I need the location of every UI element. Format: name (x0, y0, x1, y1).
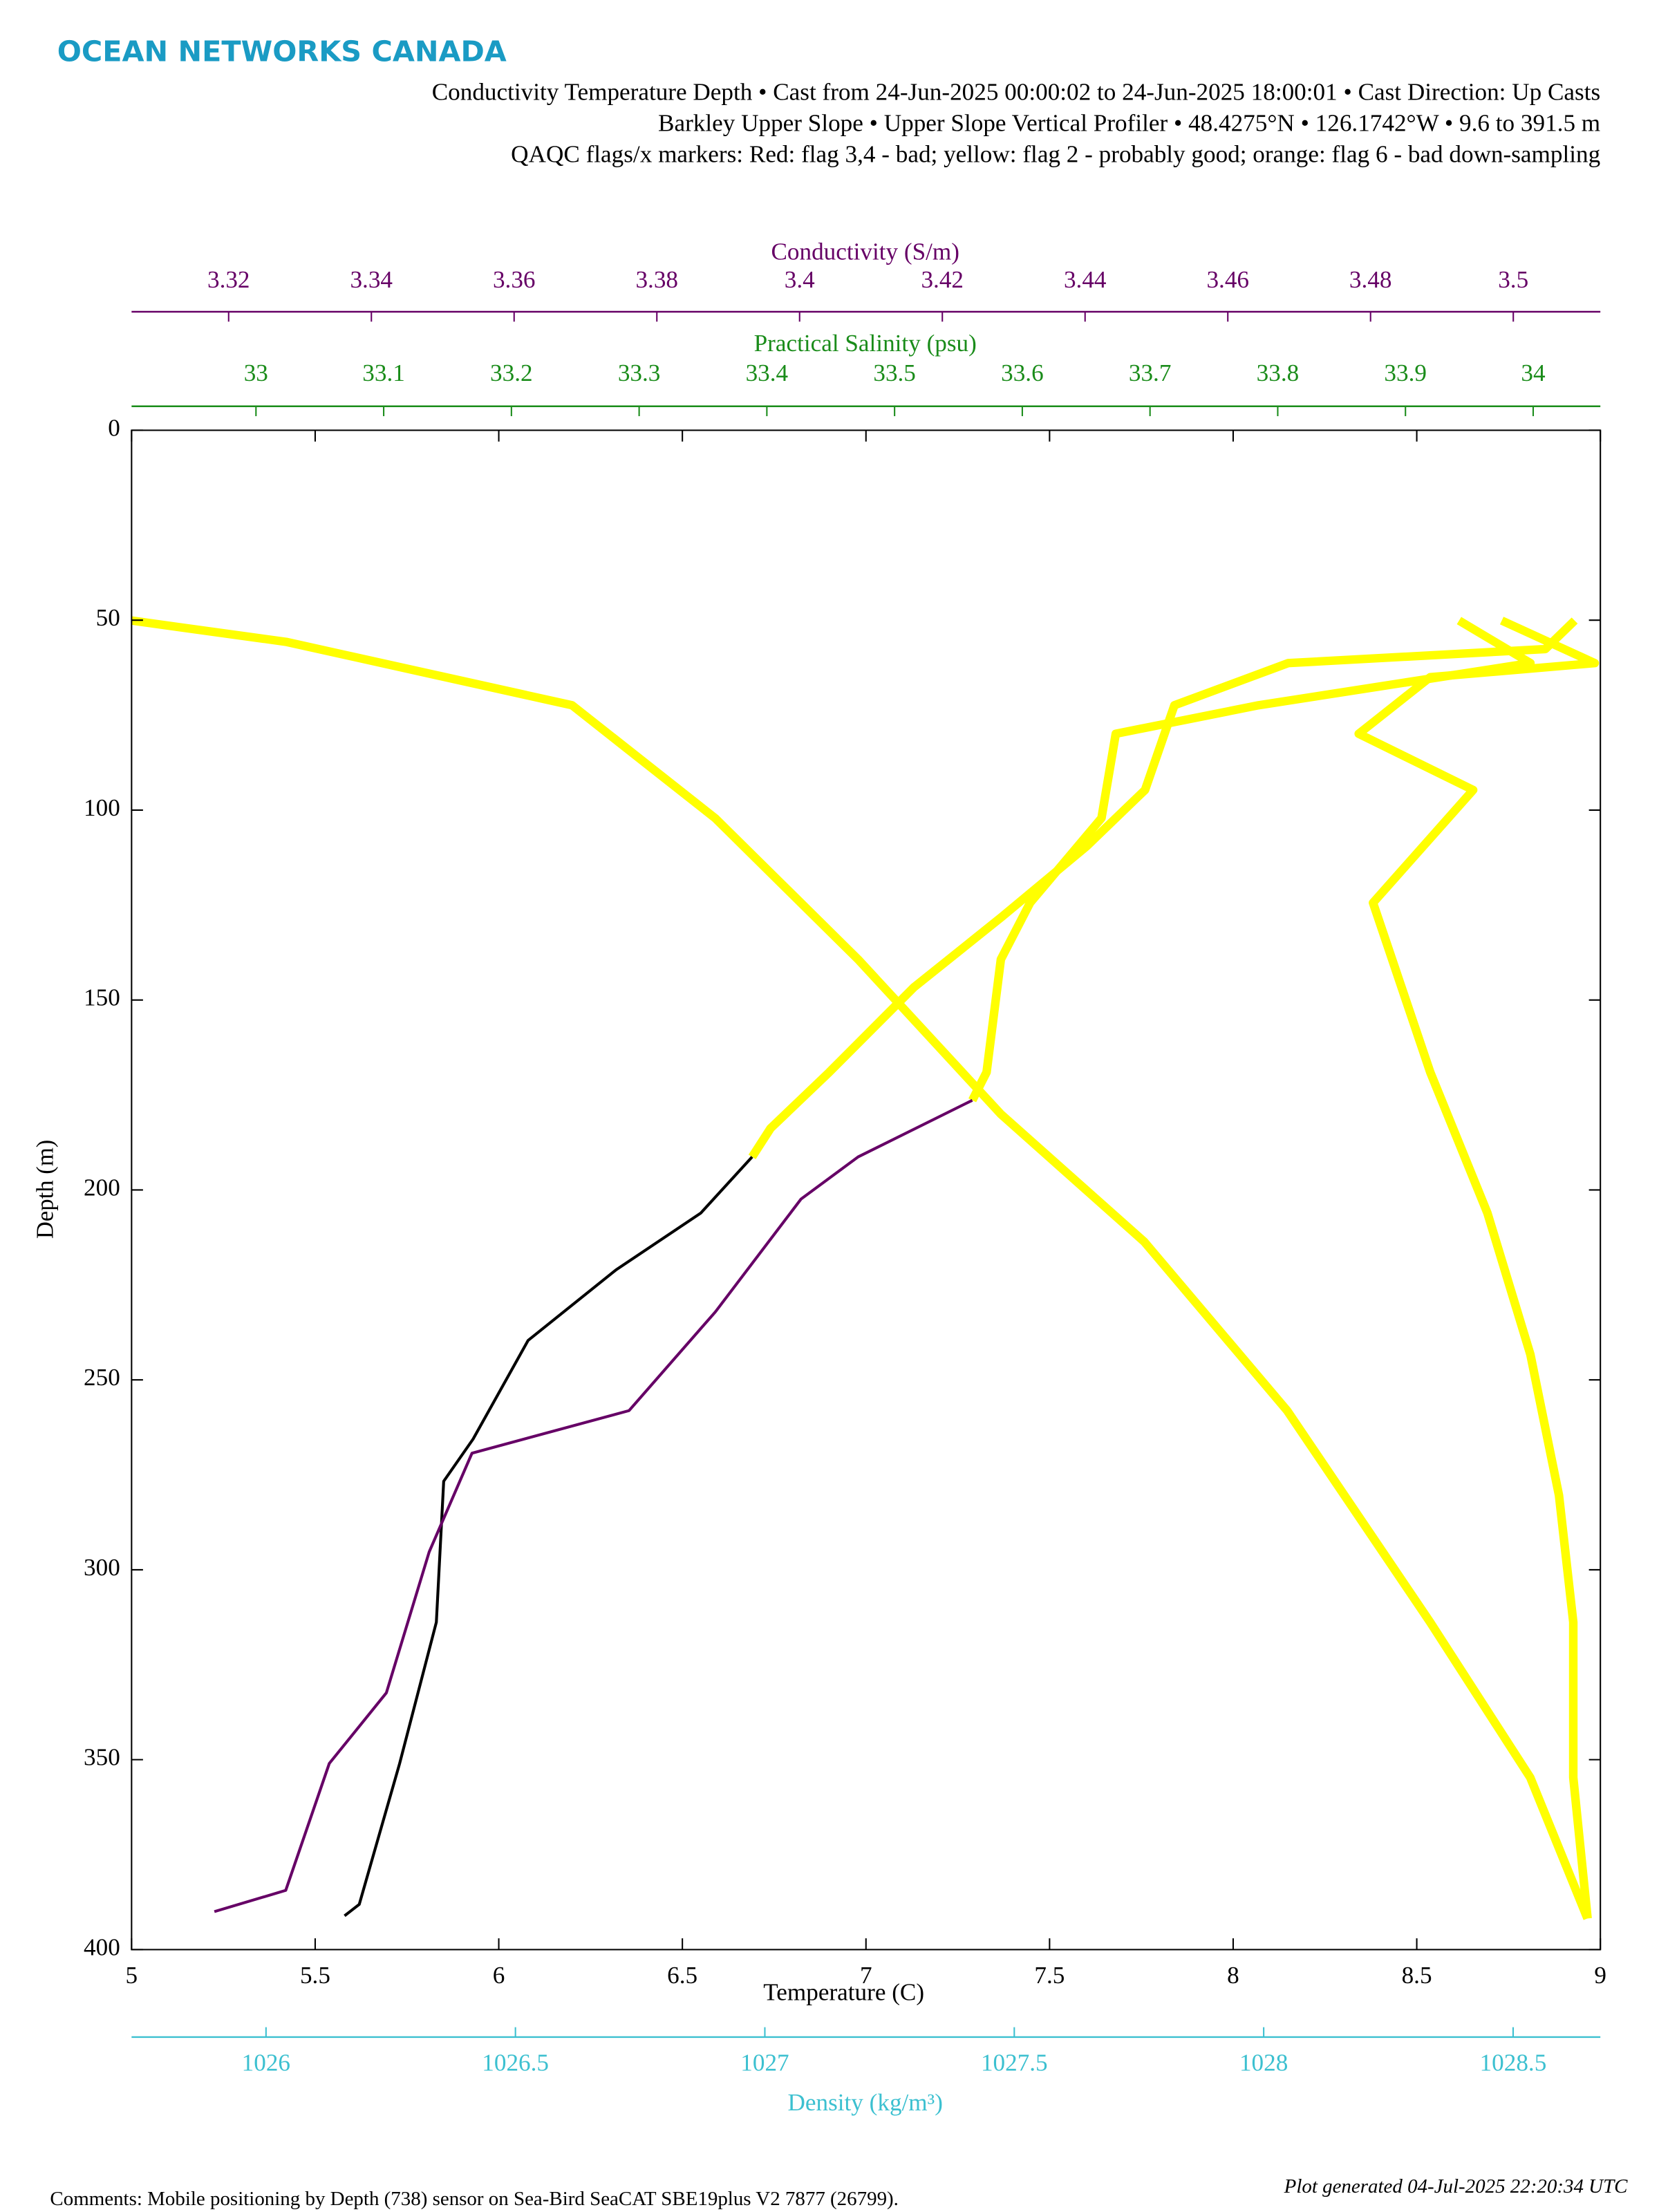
x3-tick-label: 33.9 (1384, 359, 1427, 386)
x2-tick-label: 3.32 (207, 266, 250, 293)
y-tick-label: 200 (84, 1174, 120, 1201)
x3-tick-label: 33.3 (618, 359, 661, 386)
x-tick-label: 5 (126, 1962, 138, 1989)
x4-label: Density (kg/m³) (788, 2089, 943, 2116)
x-tick-label: 7.5 (1034, 1962, 1065, 1989)
x3-tick-label: 33.1 (362, 359, 405, 386)
x2-tick-label: 3.4 (785, 266, 815, 293)
comments: Comments: Mobile positioning by Depth (7… (50, 2188, 899, 2210)
y-tick-label: 350 (84, 1744, 120, 1771)
profile-line (968, 617, 1535, 1103)
x3-tick-label: 33.2 (490, 359, 533, 386)
x2-tick-label: 3.48 (1349, 266, 1392, 293)
x3-label: Practical Salinity (psu) (754, 330, 977, 357)
profile-line (748, 617, 1578, 1159)
x4-tick-label: 1028.5 (1480, 2050, 1547, 2077)
x3-tick-label: 33.6 (1001, 359, 1044, 386)
x3-tick-label: 33 (244, 359, 268, 386)
x-tick-label: 8 (1227, 1962, 1239, 1989)
y-tick-label: 50 (96, 604, 120, 631)
profile-line (131, 616, 1592, 1920)
logo: OCEAN NETWORKS CANADA (57, 35, 507, 68)
x3-tick-label: 33.7 (1129, 359, 1172, 386)
x3-tick-label: 33.5 (873, 359, 916, 386)
y-tick-label: 100 (84, 794, 120, 821)
profile-line (1354, 617, 1600, 1919)
x2-tick-label: 3.34 (350, 266, 393, 293)
x-label: Temperature (C) (763, 1979, 924, 2006)
x4-tick-label: 1028 (1239, 2050, 1288, 2077)
x2-tick-label: 3.42 (921, 266, 964, 293)
x-tick-label: 6.5 (667, 1962, 697, 1989)
y-tick-label: 150 (84, 984, 120, 1011)
x2-label: Conductivity (S/m) (771, 238, 959, 265)
generated-note: Plot generated 04-Jul-2025 22:20:34 UTC (1284, 2175, 1629, 2197)
y-label: Depth (m) (31, 1140, 58, 1239)
x-tick-label: 9 (1594, 1962, 1606, 1989)
header-line: Barkley Upper Slope • Upper Slope Vertic… (658, 110, 1600, 137)
x3-tick-label: 33.4 (746, 359, 789, 386)
x3-tick-label: 34 (1521, 359, 1545, 386)
x3-tick-label: 33.8 (1257, 359, 1300, 386)
x2-tick-label: 3.46 (1206, 266, 1249, 293)
x2-tick-label: 3.36 (493, 266, 536, 293)
y-tick-label: 400 (84, 1934, 120, 1961)
x-tick-label: 7 (860, 1962, 872, 1989)
header-line: Conductivity Temperature Depth • Cast fr… (432, 79, 1600, 106)
x4-tick-label: 1027 (740, 2050, 789, 2077)
x-tick-label: 5.5 (300, 1962, 330, 1989)
x-tick-label: 8.5 (1402, 1962, 1432, 1989)
header-line: QAQC flags/x markers: Red: flag 3,4 - ba… (511, 141, 1600, 168)
x4-tick-label: 1026.5 (482, 2050, 549, 2077)
y-tick-label: 0 (108, 415, 120, 442)
x-tick-label: 6 (493, 1962, 505, 1989)
x2-tick-label: 3.5 (1498, 266, 1528, 293)
y-tick-label: 250 (84, 1364, 120, 1391)
x2-tick-label: 3.44 (1064, 266, 1107, 293)
x4-tick-label: 1026 (242, 2050, 290, 2077)
y-tick-label: 300 (84, 1554, 120, 1581)
x2-tick-label: 3.38 (635, 266, 678, 293)
x4-tick-label: 1027.5 (981, 2050, 1048, 2077)
profile-line (344, 1156, 753, 1918)
profile-line (214, 1098, 973, 1913)
